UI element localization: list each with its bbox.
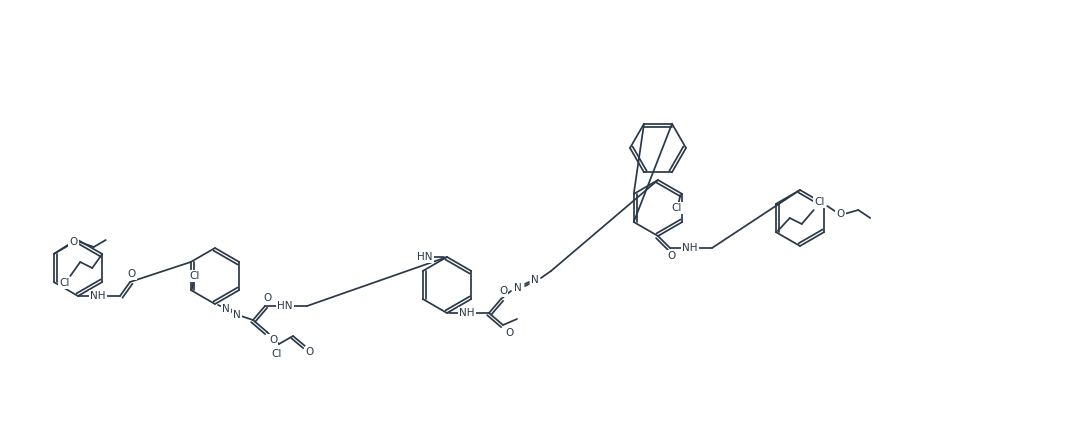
Text: N: N <box>222 304 230 314</box>
Text: HN: HN <box>277 301 292 311</box>
Text: N: N <box>531 275 538 285</box>
Text: O: O <box>128 269 136 279</box>
Text: O: O <box>70 237 78 247</box>
Text: O: O <box>836 209 845 219</box>
Text: Cl: Cl <box>59 278 69 288</box>
Text: NH: NH <box>460 308 475 318</box>
Text: N: N <box>233 310 241 320</box>
Text: O: O <box>498 286 507 296</box>
Text: N: N <box>514 283 522 293</box>
Text: Cl: Cl <box>671 203 682 213</box>
Text: O: O <box>269 335 277 345</box>
Text: O: O <box>505 328 514 338</box>
Text: Cl: Cl <box>190 271 200 281</box>
Text: NH: NH <box>682 243 698 253</box>
Text: NH: NH <box>91 291 106 301</box>
Text: O: O <box>668 251 677 261</box>
Text: Cl: Cl <box>815 197 825 207</box>
Text: O: O <box>305 347 314 357</box>
Text: HN: HN <box>418 252 433 262</box>
Text: O: O <box>263 293 271 303</box>
Text: Cl: Cl <box>272 349 283 359</box>
